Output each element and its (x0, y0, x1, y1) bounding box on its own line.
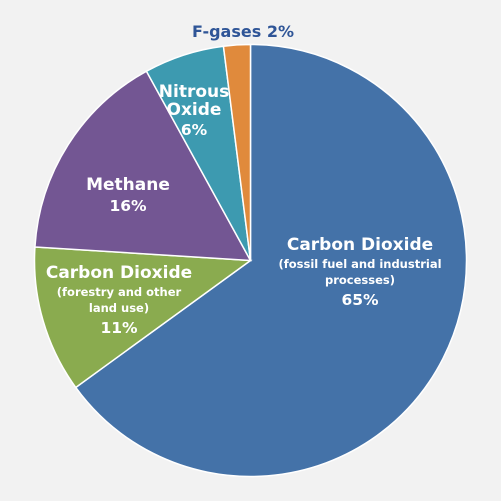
label-co2-forestry-sub-1: (forestry and other (57, 285, 182, 299)
label-co2-fossil-sub-1: (fossil fuel and industrial (278, 257, 441, 271)
label-co2-forestry-name: Carbon Dioxide (46, 263, 192, 283)
label-nitrous-oxide-pct: 6% (181, 121, 208, 139)
label-co2-fossil-sub-2: processes) (325, 273, 395, 287)
pie-slice-f-gases (222, 43, 252, 261)
label-f-gases: F-gases 2% (192, 22, 294, 41)
label-co2-forestry-pct: 11% (100, 319, 138, 337)
label-methane-name: Methane (86, 175, 170, 195)
label-nitrous-oxide-name: Nitrous (159, 82, 229, 102)
pie-slice-co2-forestry (33, 246, 253, 389)
label-co2-fossil-name: Carbon Dioxide (287, 235, 433, 255)
label-co2-forestry-sub-2: land use) (89, 301, 149, 315)
pie-slice-methane (34, 70, 252, 262)
label-nitrous-oxide-name-2: Oxide (167, 100, 222, 120)
pie-slice-co2-fossil (74, 43, 468, 478)
label-methane-pct: 16% (109, 197, 147, 215)
label-co2-fossil-pct: 65% (341, 291, 379, 309)
